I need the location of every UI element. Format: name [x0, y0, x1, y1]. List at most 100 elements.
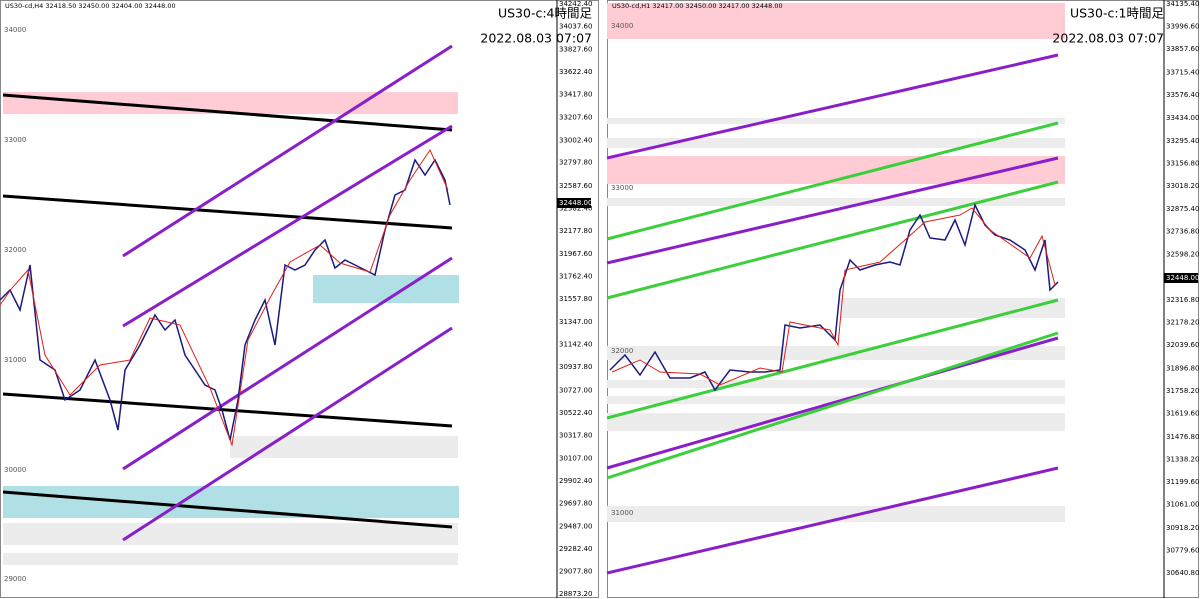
axis-label: 33576.40 [1166, 91, 1199, 99]
axis-label: 31557.80 [559, 295, 592, 303]
zone [313, 275, 459, 303]
axis-label: 30522.40 [559, 409, 592, 417]
axis-label: 31896.80 [1166, 364, 1199, 372]
trend-line [2, 93, 453, 132]
axis-label: 33857.60 [1166, 45, 1199, 53]
level-label: 34000 [611, 22, 633, 30]
left-chart [0, 0, 599, 598]
zone [607, 3, 1065, 39]
axis-label: 29902.40 [559, 477, 592, 485]
axis-label: 30317.80 [559, 431, 592, 439]
axis-label: 34242.40 [559, 0, 592, 8]
trend-line [2, 392, 453, 428]
axis-label: 33622.40 [559, 68, 592, 76]
axis-label: 32797.80 [559, 159, 592, 167]
channel-line [606, 466, 1059, 575]
channel-line [606, 53, 1059, 160]
price-path [609, 202, 1059, 392]
price-tag-label: 32448.00 [559, 199, 592, 207]
level-label: 31000 [4, 356, 26, 364]
axis-label: 32039.60 [1166, 341, 1199, 349]
axis-label: 31142.40 [559, 341, 592, 349]
level-label: 30000 [4, 466, 26, 474]
zone [230, 436, 458, 458]
axis-label: 32382.40 [559, 204, 592, 212]
axis-label: 29487.00 [559, 523, 592, 531]
chart-header: US30-cd,H4 32418.50 32450.00 32404.00 32… [5, 2, 176, 10]
axis-label: 30640.80 [1166, 569, 1199, 577]
channel-line [606, 121, 1059, 241]
chart-date: 2022.08.03 07:07 [480, 31, 592, 46]
axis-label: 31967.60 [559, 250, 592, 258]
axis-label: 32875.40 [1166, 205, 1199, 213]
axis-label: 33207.60 [559, 114, 592, 122]
axis-label: 33996.60 [1166, 23, 1199, 31]
axis-label: 30918.20 [1166, 524, 1199, 532]
chart-title: US30-c:4時間足 [498, 6, 593, 21]
trend-line [2, 194, 453, 230]
chart-title: US30-c:1時間足 [1070, 6, 1165, 21]
level-label: 31000 [611, 509, 633, 517]
zones [607, 118, 1065, 522]
channel-line [606, 156, 1059, 265]
level-label: 32000 [611, 347, 633, 355]
axis-label: 32587.60 [559, 182, 592, 190]
price-path [0, 148, 449, 447]
axis-label: 33434.00 [1166, 114, 1199, 122]
trend-lines [2, 93, 453, 529]
level-label: 32000 [4, 246, 26, 254]
axis-label: 32736.80 [1166, 228, 1199, 236]
axis-label: 33417.80 [559, 91, 592, 99]
axis-label: 30779.60 [1166, 546, 1199, 554]
axis-label: 33156.80 [1166, 159, 1199, 167]
axis-label: 33827.60 [559, 46, 592, 54]
price-tag-label: 32448.00 [1166, 274, 1199, 282]
channel-lines [122, 44, 453, 542]
axis-label: 34037.60 [559, 23, 592, 31]
zone [607, 198, 1065, 206]
zone [607, 118, 1065, 124]
channel-line [122, 326, 453, 542]
axis-label: 29077.80 [559, 568, 592, 576]
axis-label: 33018.20 [1166, 182, 1199, 190]
axis-label: 30937.80 [559, 363, 592, 371]
axis-label: 31199.60 [1166, 478, 1199, 486]
axis-label: 32598.20 [1166, 250, 1199, 258]
axis-label: 31619.60 [1166, 410, 1199, 418]
axis-label: 32316.80 [1166, 296, 1199, 304]
axis-label: 32177.80 [559, 227, 592, 235]
right-chart [606, 0, 1199, 598]
axis-label: 31476.80 [1166, 433, 1199, 441]
channel-line [122, 256, 453, 471]
axis-label: 32178.20 [1166, 319, 1199, 327]
level-label: 33000 [4, 136, 26, 144]
axis-label: 33002.40 [559, 136, 592, 144]
axis-label: 31758.20 [1166, 387, 1199, 395]
channel-line [606, 180, 1059, 300]
axis-label: 29282.40 [559, 545, 592, 553]
trend-line [2, 490, 453, 529]
labels: US30-cd,H4 32418.50 32450.00 32404.00 32… [4, 0, 1199, 598]
axis-label: 33295.40 [1166, 137, 1199, 145]
axis-label: 31061.00 [1166, 501, 1199, 509]
zone [607, 506, 1065, 522]
zone [607, 138, 1065, 148]
zone [3, 523, 458, 545]
price-tag [557, 198, 591, 208]
zone [607, 380, 1065, 388]
axis-label: 29697.80 [559, 499, 592, 507]
price-path [611, 207, 1056, 386]
channel-line [606, 336, 1059, 470]
zone [607, 396, 1065, 404]
chart-date: 2022.08.03 07:07 [1052, 31, 1164, 46]
channel-lines [606, 53, 1059, 575]
axis-label: 31347.00 [559, 318, 592, 326]
zone [3, 553, 458, 565]
channel-line [122, 44, 453, 258]
axis-label: 34135.40 [1166, 0, 1199, 8]
channel-line [606, 331, 1059, 480]
channel-line [122, 124, 453, 328]
axis-label: 31762.40 [559, 273, 592, 281]
level-label: 33000 [611, 184, 633, 192]
